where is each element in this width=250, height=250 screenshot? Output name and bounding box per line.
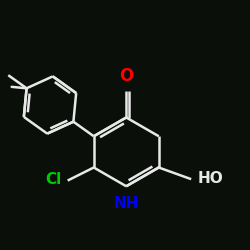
Text: NH: NH: [114, 196, 139, 211]
Text: O: O: [119, 67, 134, 85]
Text: Cl: Cl: [45, 172, 61, 188]
Text: HO: HO: [198, 171, 223, 186]
